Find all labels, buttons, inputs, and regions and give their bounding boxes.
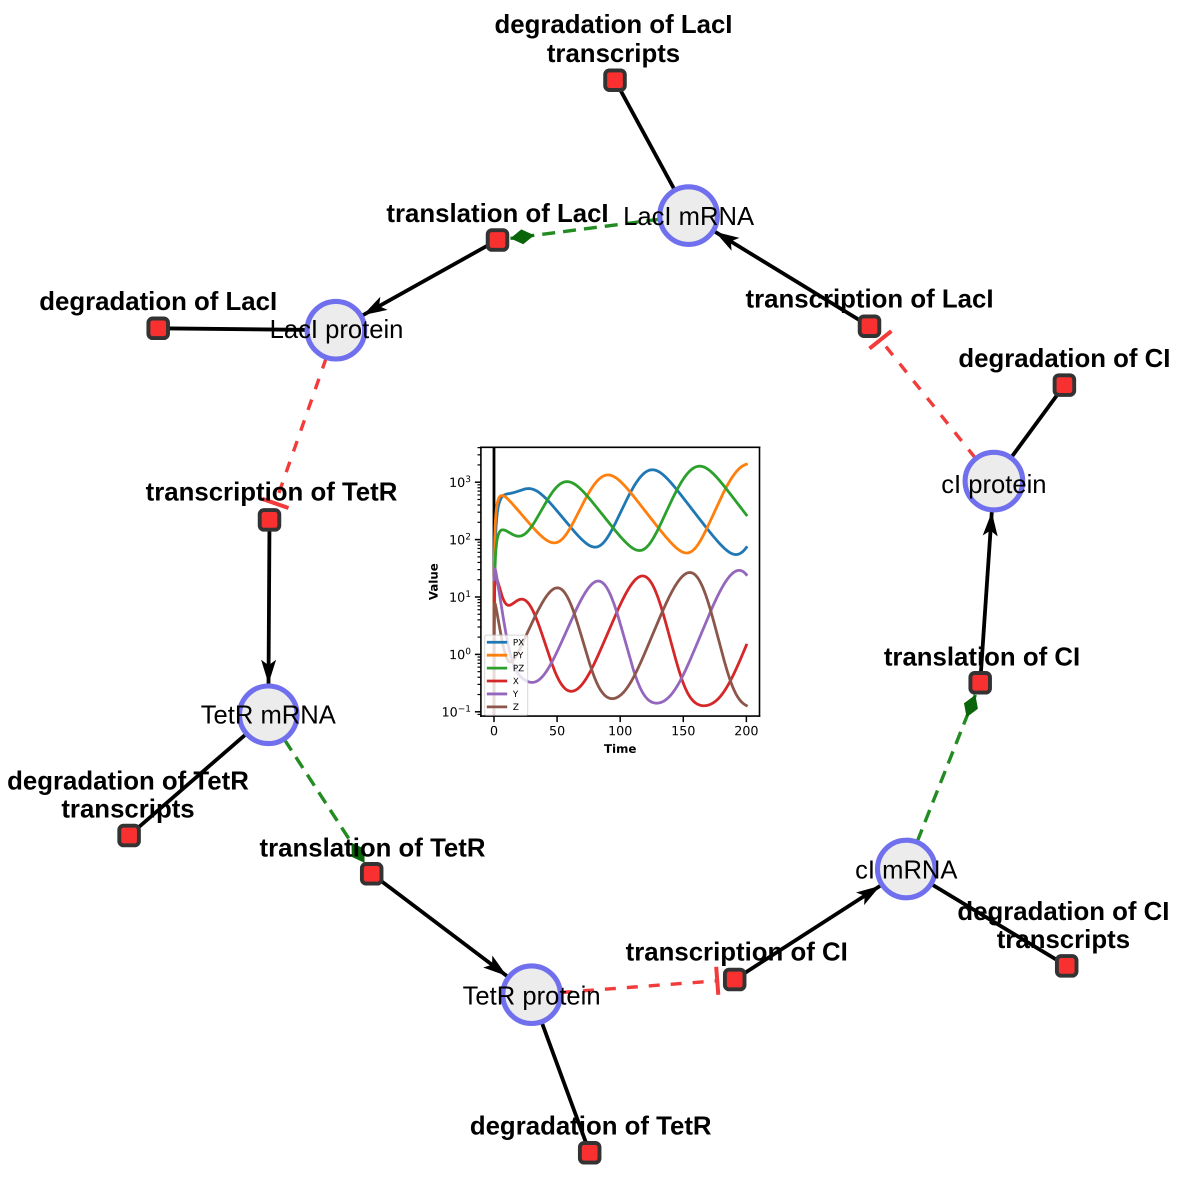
svg-text:degradation of TetR: degradation of TetR	[470, 1112, 712, 1140]
svg-text:degradation of TetR: degradation of TetR	[7, 768, 249, 796]
svg-text:cI protein: cI protein	[941, 471, 1046, 499]
svg-text:transcripts: transcripts	[61, 796, 194, 824]
svg-text:LacI mRNA: LacI mRNA	[623, 203, 755, 231]
svg-text:degradation of LacI: degradation of LacI	[495, 11, 733, 39]
svg-text:transcription of CI: transcription of CI	[626, 939, 848, 967]
svg-text:degradation of CI: degradation of CI	[958, 345, 1170, 373]
svg-text:transcripts: transcripts	[547, 40, 680, 68]
svg-text:degradation of LacI: degradation of LacI	[39, 288, 277, 316]
svg-text:transcription of LacI: transcription of LacI	[746, 286, 994, 314]
svg-text:translation of CI: translation of CI	[884, 644, 1080, 672]
svg-text:LacI protein: LacI protein	[270, 316, 404, 344]
svg-text:cI mRNA: cI mRNA	[855, 857, 958, 885]
svg-text:TetR protein: TetR protein	[463, 983, 601, 1011]
svg-text:translation of TetR: translation of TetR	[260, 835, 486, 863]
svg-text:degradation of CI: degradation of CI	[957, 898, 1169, 926]
svg-text:translation of LacI: translation of LacI	[386, 200, 608, 228]
svg-text:TetR mRNA: TetR mRNA	[201, 702, 337, 730]
svg-text:transcripts: transcripts	[997, 926, 1130, 954]
svg-text:transcription of TetR: transcription of TetR	[146, 479, 398, 507]
